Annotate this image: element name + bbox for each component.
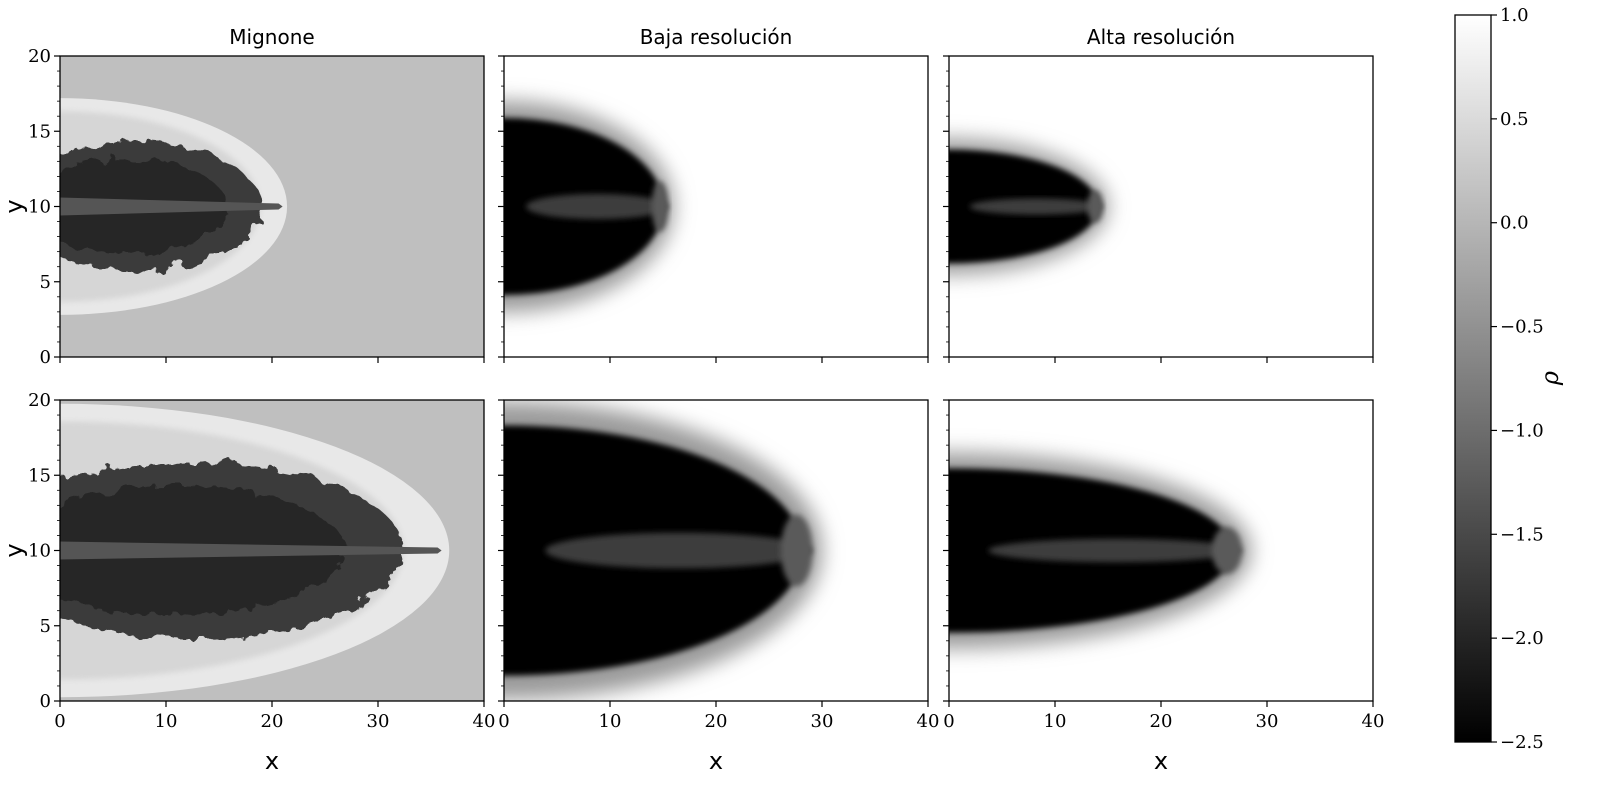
x-axis-label: x: [265, 747, 279, 775]
colorbar-tick-label: −1.0: [1500, 420, 1544, 441]
density-field: [949, 56, 1373, 357]
jet-beam: [60, 197, 283, 216]
x-tick-label: 30: [367, 711, 390, 732]
panel-title: Mignone: [229, 25, 314, 49]
y-tick-label: 15: [28, 121, 51, 142]
working-surface: [1087, 190, 1104, 223]
colorbar-label: ρ: [1536, 371, 1564, 386]
x-tick-label: 40: [1362, 711, 1385, 732]
y-tick-label: 0: [40, 691, 51, 712]
y-axis-label: y: [0, 543, 28, 557]
working-surface: [780, 514, 813, 587]
colorbar-tick-label: 0.5: [1500, 109, 1529, 130]
colorbar-tick-label: −0.5: [1500, 317, 1544, 338]
x-tick-label: 30: [1256, 711, 1279, 732]
panel-title: Baja resolución: [640, 25, 793, 49]
density-field: [60, 56, 484, 357]
jet-beam: [526, 193, 669, 220]
colorbar-tick-label: 0.0: [1500, 213, 1529, 234]
colorbar-gradient: [1454, 14, 1492, 743]
colorbar-tick-label: −2.5: [1500, 732, 1544, 753]
y-tick-label: 10: [28, 197, 51, 218]
y-tick-label: 10: [28, 541, 51, 562]
panels: Mignone 0 5 10 15 20 y Baja resolución Alta reso…: [0, 25, 1384, 775]
y-tick-label: 15: [28, 465, 51, 486]
panel-title: Alta resolución: [1087, 25, 1235, 49]
x-tick-label: 20: [705, 711, 728, 732]
density-field: [504, 400, 928, 701]
jet-beam: [545, 532, 813, 569]
x-tick-label: 20: [1150, 711, 1173, 732]
x-tick-label: 0: [943, 711, 954, 732]
y-tick-label: 0: [40, 347, 51, 368]
working-surface: [651, 181, 669, 232]
x-tick-label: 40: [917, 711, 940, 732]
density-field: [504, 56, 928, 357]
x-tick-label: 10: [1044, 711, 1067, 732]
y-axis-label: y: [0, 199, 28, 213]
x-tick-label: 10: [599, 711, 622, 732]
panel-5: 0 10 20 30 40 x: [498, 399, 940, 775]
density-field: [949, 400, 1373, 701]
jet-beam: [988, 538, 1243, 563]
x-tick-label: 20: [261, 711, 284, 732]
x-axis-label: x: [709, 747, 723, 775]
colorbar-tick-label: −1.5: [1500, 524, 1544, 545]
x-tick-label: 10: [155, 711, 178, 732]
colorbar: 1.0 0.5 0.0 −0.5 −1.0 −1.5 −2.0 −2.5 ρ: [1454, 5, 1564, 753]
panel-6: 0 10 20 30 40 x: [943, 399, 1385, 775]
x-tick-label: 40: [473, 711, 496, 732]
x-tick-label: 0: [54, 711, 65, 732]
x-tick-label: 0: [498, 711, 509, 732]
jet-beam: [60, 541, 442, 560]
density-field: [60, 400, 484, 701]
panel-4: 0 5 10 15 20 0 10 20 30 40 y x: [0, 390, 495, 775]
y-tick-label: 5: [40, 272, 51, 293]
colorbar-ticks: 1.0 0.5 0.0 −0.5 −1.0 −1.5 −2.0 −2.5: [1491, 5, 1544, 753]
x-tick-label: 30: [811, 711, 834, 732]
panel-1: Mignone 0 5 10 15 20 y: [0, 25, 485, 368]
working-surface: [1211, 527, 1243, 574]
colorbar-tick-label: −2.0: [1500, 628, 1544, 649]
panel-2: Baja resolución: [498, 25, 929, 363]
x-axis-label: x: [1154, 747, 1168, 775]
y-tick-label: 20: [28, 46, 51, 67]
y-tick-label: 20: [28, 390, 51, 411]
panel-3: Alta resolución: [943, 25, 1374, 363]
jet-beam: [969, 198, 1104, 215]
colorbar-tick-label: 1.0: [1500, 5, 1529, 26]
y-tick-label: 5: [40, 616, 51, 637]
